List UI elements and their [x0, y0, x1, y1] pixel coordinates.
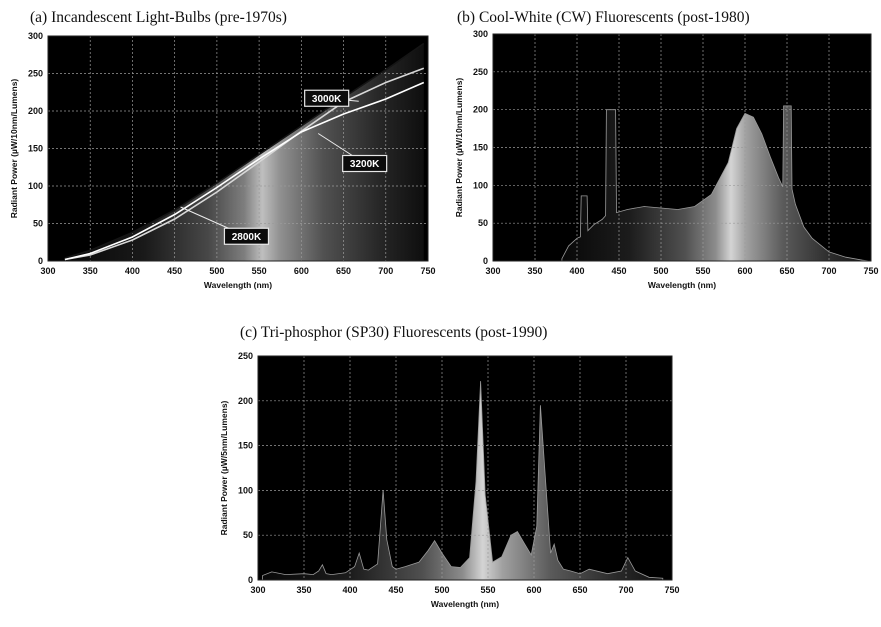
- chart-c-xtick-500: 500: [434, 585, 449, 595]
- chart-c-ytick-200: 200: [238, 396, 253, 406]
- chart-b-ytick-300: 300: [473, 29, 488, 39]
- chart-c-xtick-300: 300: [250, 585, 265, 595]
- chart-a-xtick-550: 550: [252, 266, 267, 276]
- chart-b-ytick-150: 150: [473, 143, 488, 153]
- chart-b-frame: [492, 33, 872, 262]
- chart-c-ytick-100: 100: [238, 485, 253, 495]
- chart-a-annotation-1-box: [342, 154, 388, 173]
- chart-a-xtick-650: 650: [336, 266, 351, 276]
- chart-a-ytick-150: 150: [28, 144, 43, 154]
- chart-b-ytick-200: 200: [473, 105, 488, 115]
- chart-c-xtick-600: 600: [526, 585, 541, 595]
- chart-a-annotation-2-label: 2800K: [232, 232, 262, 243]
- chart-b-series-0-area: [561, 105, 870, 262]
- chart-c-xtick-450: 450: [388, 585, 403, 595]
- chart-b-ylabel: Radiant Power (µW/10nm/Lumens): [454, 78, 464, 218]
- chart-c-ytick-0: 0: [248, 575, 253, 585]
- chart-c-ytick-150: 150: [238, 441, 253, 451]
- chart-a-xtick-300: 300: [40, 266, 55, 276]
- chart-c-xtick-750: 750: [664, 585, 679, 595]
- chart-c-xlabel: Wavelength (nm): [431, 599, 499, 609]
- chart-a-series-2-line: [64, 81, 425, 261]
- chart-c-xtick-400: 400: [342, 585, 357, 595]
- chart-a-xtick-350: 350: [83, 266, 98, 276]
- chart-b-xtick-600: 600: [737, 266, 752, 276]
- chart-b-xtick-350: 350: [527, 266, 542, 276]
- chart-c-xtick-650: 650: [572, 585, 587, 595]
- chart-a-xtick-450: 450: [167, 266, 182, 276]
- chart-a-ytick-100: 100: [28, 181, 43, 191]
- chart-a-annotation-0-label: 3000K: [312, 94, 342, 105]
- chart-a-ytick-250: 250: [28, 69, 43, 79]
- chart-a-ytick-300: 300: [28, 31, 43, 41]
- chart-c: 300 350 400 450 500 550 600 650 700 750 0 50 100 150 2…: [219, 351, 680, 609]
- chart-a-annotation-2-box: [223, 227, 270, 245]
- chart-a-ytick-50: 50: [33, 219, 43, 229]
- chart-c-ylabel: Radiant Power (µW/5nm/Lumens): [219, 400, 229, 535]
- chart-b-ytick-250: 250: [473, 67, 488, 77]
- chart-b-ytick-100: 100: [473, 180, 488, 190]
- chart-a-annotation-0-box: [304, 89, 350, 107]
- chart-c-xtick-350: 350: [296, 585, 311, 595]
- chart-a-annotation-1-label: 3200K: [350, 159, 380, 170]
- chart-b-title: (b) Cool-White (CW) Fluorescents (post-1…: [457, 9, 750, 26]
- chart-c-title: (c) Tri-phosphor (SP30) Fluorescents (po…: [240, 324, 548, 341]
- chart-a-xtick-600: 600: [294, 266, 309, 276]
- chart-a-series-1-line: [64, 67, 425, 261]
- chart-a-xtick-750: 750: [420, 266, 435, 276]
- chart-b-xtick-450: 450: [611, 266, 626, 276]
- chart-c-ytick-250: 250: [238, 351, 253, 361]
- chart-b-xtick-700: 700: [821, 266, 836, 276]
- chart-b: 300 350 400 450 500 550 600 650 700 750 0 50 100 150 2…: [454, 29, 879, 290]
- chart-c-xtick-700: 700: [618, 585, 633, 595]
- chart-a-ytick-200: 200: [28, 106, 43, 116]
- chart-a-ytick-0: 0: [38, 256, 43, 266]
- chart-a-series-0-line: [64, 42, 425, 259]
- chart-a-frame: [47, 35, 429, 262]
- chart-c-plot-area: [258, 356, 672, 580]
- chart-a-title: (a) Incandescent Light-Bulbs (pre-1970s): [30, 9, 287, 26]
- chart-b-xtick-300: 300: [485, 266, 500, 276]
- chart-b-ytick-0: 0: [483, 256, 488, 266]
- chart-a-xtick-700: 700: [378, 266, 393, 276]
- chart-c-frame: [257, 355, 673, 581]
- chart-c-ytick-50: 50: [243, 530, 253, 540]
- chart-a-ylabel: Radiant Power (µW/10nm/Lumens): [9, 79, 19, 219]
- chart-b-xtick-400: 400: [569, 266, 584, 276]
- chart-a-xtick-500: 500: [209, 266, 224, 276]
- chart-b-xtick-750: 750: [863, 266, 878, 276]
- chart-b-ytick-50: 50: [478, 218, 488, 228]
- chart-a-xtick-400: 400: [125, 266, 140, 276]
- chart-b-xtick-550: 550: [695, 266, 710, 276]
- chart-b-xtick-650: 650: [779, 266, 794, 276]
- chart-a-underfill: [64, 43, 424, 261]
- chart-a-xlabel: Wavelength (nm): [204, 280, 272, 290]
- chart-b-xlabel: Wavelength (nm): [648, 280, 716, 290]
- chart-b-xtick-500: 500: [653, 266, 668, 276]
- chart-c-xtick-550: 550: [480, 585, 495, 595]
